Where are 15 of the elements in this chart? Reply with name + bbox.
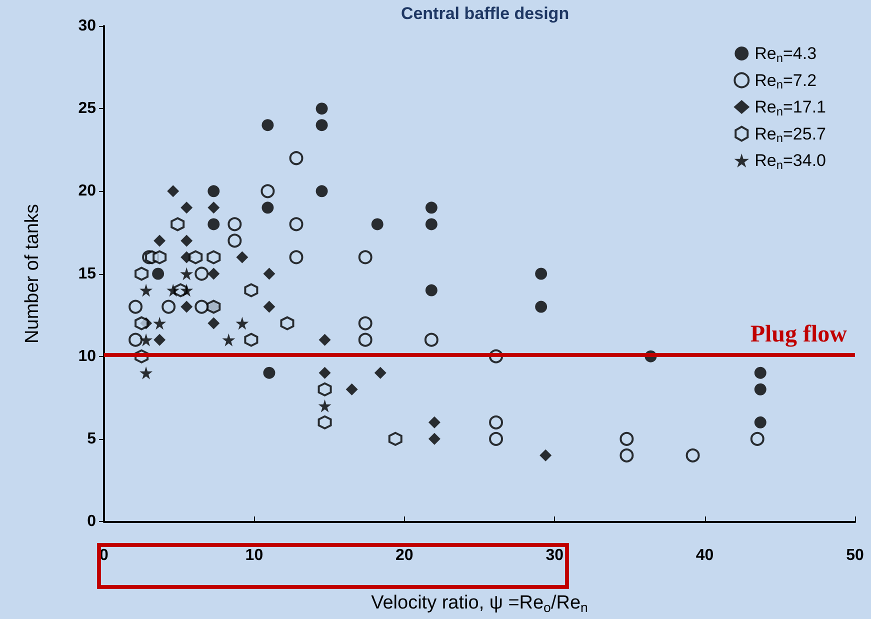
ref-line-label: Plug flow	[750, 322, 848, 348]
y-tick-label: 15	[78, 265, 96, 282]
x-tick-label: 20	[396, 547, 414, 564]
y-tick-label: 0	[87, 513, 96, 530]
chart-title: Central baffle design	[400, 4, 570, 23]
y-tick-label: 25	[78, 100, 96, 118]
y-tick-label: 10	[78, 348, 96, 365]
x-tick-label: 40	[696, 547, 714, 564]
y-tick-label: 5	[87, 430, 96, 448]
x-tick-label: 10	[245, 547, 264, 564]
y-tick-label: 20	[78, 182, 96, 200]
x-tick-label: 30	[546, 547, 564, 564]
y-axis-title: Number of tanks	[22, 204, 43, 344]
y-tick-label: 30	[78, 18, 96, 34]
x-tick-label: 50	[846, 547, 864, 564]
